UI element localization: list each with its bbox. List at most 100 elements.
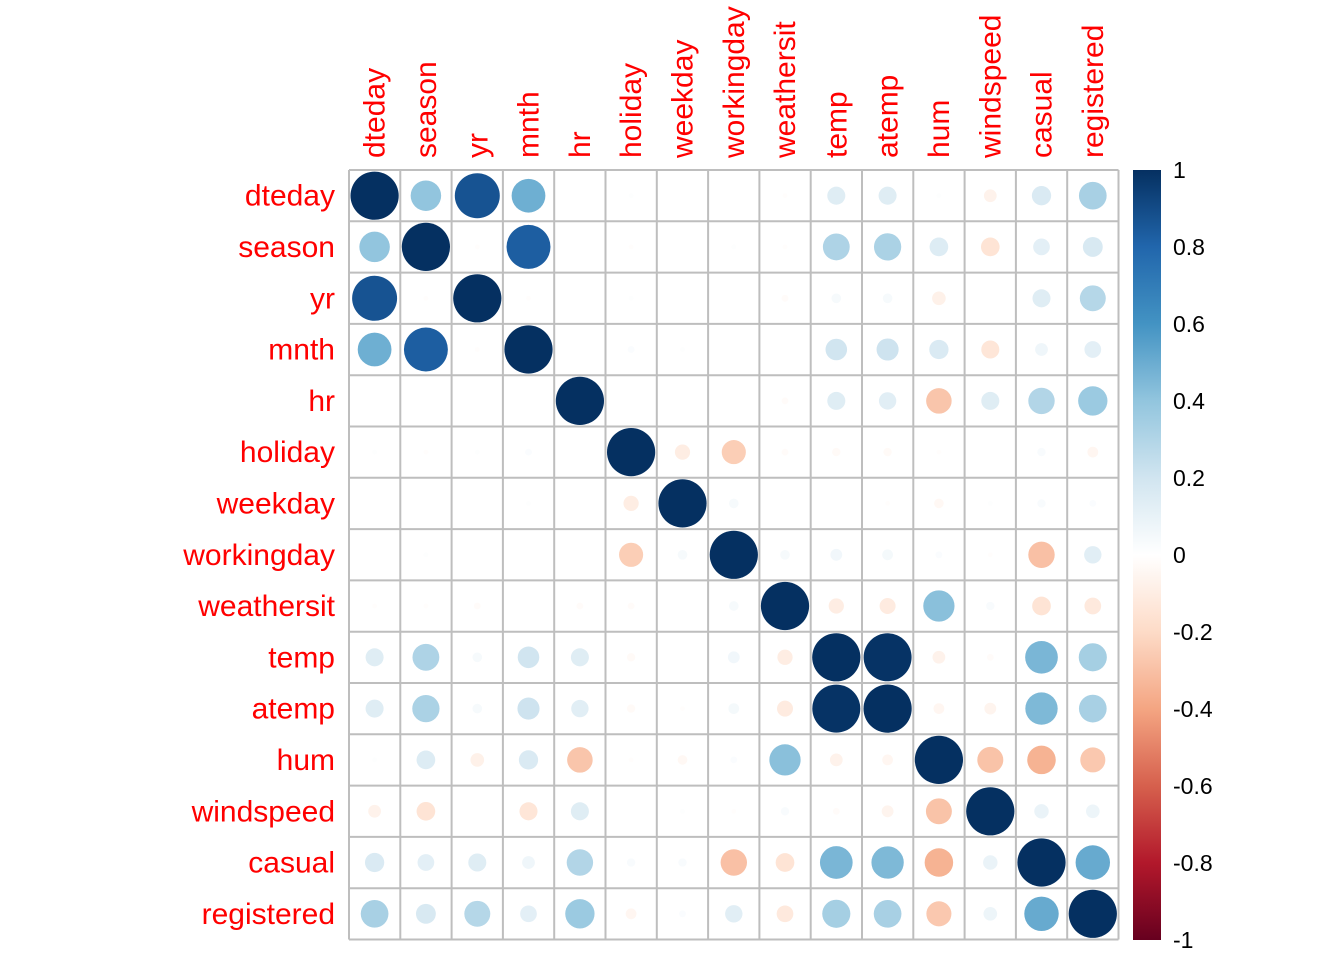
corr-circle-casual-workingday xyxy=(720,849,748,876)
corr-circle-holiday-casual xyxy=(1037,447,1046,457)
colorbar-tick-label: 0.2 xyxy=(1173,465,1205,491)
corr-circle-workingday-registered xyxy=(1084,546,1102,564)
corr-circle-atemp-atemp xyxy=(863,684,912,733)
col-label-windspeed: windspeed xyxy=(974,15,1007,159)
row-label-yr: yr xyxy=(310,282,335,315)
corr-circle-yr-registered xyxy=(1079,285,1106,312)
corr-circle-yr-casual xyxy=(1032,289,1051,308)
correlation-circles xyxy=(350,171,1117,938)
corr-circle-registered-dteday xyxy=(360,899,389,928)
row-label-windspeed: windspeed xyxy=(191,795,335,828)
corr-circle-dteday-dteday xyxy=(350,171,399,220)
corr-circle-mnth-holiday xyxy=(627,346,635,353)
corr-circle-atemp-temp xyxy=(812,684,861,733)
corr-circle-windspeed-casual xyxy=(1034,804,1049,819)
corr-circle-registered-season xyxy=(415,903,436,924)
corr-circle-mnth-atemp xyxy=(876,338,899,361)
corr-circle-temp-holiday xyxy=(626,653,636,662)
corr-circle-temp-hr xyxy=(570,648,589,667)
corr-circle-season-mnth xyxy=(506,224,551,269)
corr-circle-weekday-workingday xyxy=(728,498,739,509)
corr-circle-holiday-weekday xyxy=(674,444,691,460)
corr-circle-weathersit-hr xyxy=(576,602,584,610)
corr-circle-atemp-holiday xyxy=(626,704,636,713)
corr-circle-hr-windspeed xyxy=(981,391,1000,410)
colorbar-legend: 1 0.8 0.6 0.4 0.2 0 -0.2 -0.4 -0.6 -0.8 -1 xyxy=(1133,157,1213,953)
corr-circle-weathersit-yr xyxy=(473,602,481,610)
corr-circle-casual-yr xyxy=(468,853,487,872)
colorbar-tick-label: -0.4 xyxy=(1173,696,1213,722)
col-label-workingday: workingday xyxy=(718,6,751,159)
col-label-holiday: holiday xyxy=(615,63,648,158)
corr-circle-weathersit-workingday xyxy=(728,601,739,611)
row-label-atemp: atemp xyxy=(252,693,335,726)
corr-circle-temp-registered xyxy=(1078,643,1107,672)
corr-circle-hum-dteday xyxy=(372,757,378,763)
grid-lines xyxy=(348,169,1120,941)
corr-circle-mnth-dteday xyxy=(357,332,392,367)
row-label-temp: temp xyxy=(268,641,335,674)
corr-circle-atemp-workingday xyxy=(728,703,740,714)
corr-circle-windspeed-workingday xyxy=(731,808,737,814)
corr-circle-casual-holiday xyxy=(626,858,636,867)
corr-circle-registered-mnth xyxy=(520,905,537,923)
corr-circle-hr-registered xyxy=(1078,386,1108,416)
corr-circle-hum-yr xyxy=(470,753,485,767)
colorbar-gradient xyxy=(1133,170,1161,940)
corr-circle-yr-season xyxy=(423,295,429,301)
row-labels: dteday season yr mnth hr holiday weekday workin… xyxy=(182,180,335,931)
corr-circle-season-season xyxy=(401,222,451,272)
corr-circle-mnth-weekday xyxy=(680,347,685,352)
col-label-hum: hum xyxy=(923,100,956,158)
corr-circle-casual-mnth xyxy=(522,856,535,869)
corr-circle-temp-hum xyxy=(932,650,946,664)
corr-circle-windspeed-hr xyxy=(570,802,589,821)
corr-circle-holiday-season xyxy=(423,449,429,455)
corr-circle-windspeed-temp xyxy=(832,807,840,815)
corr-circle-holiday-dteday xyxy=(372,449,378,455)
corr-circle-mnth-windspeed xyxy=(981,340,1000,359)
corr-circle-hum-workingday xyxy=(730,756,738,764)
corr-circle-temp-yr xyxy=(472,652,483,663)
corr-circle-yr-dteday xyxy=(352,275,398,321)
corr-circle-season-yr xyxy=(474,244,480,250)
corr-circle-dteday-yr xyxy=(454,173,500,219)
corr-circle-casual-hum xyxy=(924,848,954,877)
corr-circle-windspeed-windspeed xyxy=(966,787,1015,836)
corr-circle-weathersit-temp xyxy=(828,598,844,614)
col-label-mnth: mnth xyxy=(513,91,546,158)
row-label-weathersit: weathersit xyxy=(197,590,335,623)
column-labels: dteday season yr mnth hr holiday weekday workin… xyxy=(359,6,1110,159)
corr-circle-hum-weathersit xyxy=(769,744,801,776)
corr-circle-season-dteday xyxy=(359,231,390,263)
corr-circle-hr-casual xyxy=(1028,387,1055,415)
corr-circle-weathersit-hum xyxy=(923,590,955,622)
corr-circle-season-windspeed xyxy=(980,237,1000,257)
col-label-registered: registered xyxy=(1077,25,1110,158)
corr-circle-casual-windspeed xyxy=(983,855,998,870)
row-label-dteday: dteday xyxy=(245,180,335,213)
corr-circle-registered-weekday xyxy=(679,910,686,918)
corr-circle-hr-hum xyxy=(926,388,952,414)
corr-circle-windspeed-mnth xyxy=(519,802,538,821)
corr-circle-yr-temp xyxy=(831,293,842,304)
corr-circle-atemp-season xyxy=(412,694,440,723)
row-label-hr: hr xyxy=(308,385,335,418)
corr-circle-windspeed-atemp xyxy=(881,805,894,818)
row-label-mnth: mnth xyxy=(268,334,335,367)
corr-circle-weekday-windspeed xyxy=(987,500,993,506)
corr-circle-mnth-temp xyxy=(825,338,848,361)
colorbar-tick-label: 1 xyxy=(1173,157,1186,183)
corr-circle-registered-temp xyxy=(822,899,851,928)
corr-circle-temp-weathersit xyxy=(777,649,793,665)
corr-circle-weekday-atemp xyxy=(885,500,891,506)
corr-circle-dteday-hum xyxy=(936,193,942,199)
corr-circle-holiday-hum xyxy=(936,449,942,455)
corr-circle-workingday-workingday xyxy=(709,530,758,579)
corr-circle-dteday-casual xyxy=(1031,186,1052,206)
corr-circle-workingday-weathersit xyxy=(780,549,790,560)
corr-circle-dteday-registered xyxy=(1078,181,1107,210)
corr-circle-weathersit-holiday xyxy=(627,602,635,610)
colorbar-tick-label: -0.2 xyxy=(1173,619,1213,645)
corr-circle-casual-hr xyxy=(566,849,594,876)
